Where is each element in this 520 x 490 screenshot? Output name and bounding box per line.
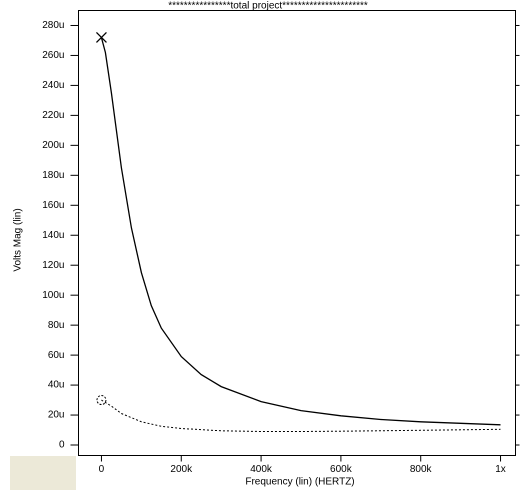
x-tick-label: 0 — [99, 464, 105, 475]
y-tick-label: 280u — [42, 20, 64, 31]
y-tick-label: 40u — [48, 380, 65, 391]
data-line — [101, 399, 501, 432]
chart-title: ****************total project***********… — [168, 1, 368, 12]
marker-circle — [96, 395, 107, 406]
x-tick-label: 600k — [330, 464, 353, 475]
y-tick-label: 20u — [48, 410, 65, 421]
x-tick-label: 400k — [250, 464, 273, 475]
y-tick-label: 220u — [42, 110, 64, 121]
y-tick-label: 200u — [42, 140, 64, 151]
y-tick-label: 180u — [42, 170, 64, 181]
panel-swatch — [10, 456, 76, 490]
y-tick-label: 100u — [42, 290, 64, 301]
y-tick-label: 60u — [48, 350, 65, 361]
y-tick-label: 160u — [42, 200, 64, 211]
x-tick-label: 200k — [170, 464, 193, 475]
x-tick-label: 800k — [410, 464, 433, 475]
y-axis-label: Volts Mag (lin) — [13, 208, 24, 271]
data-line — [100, 37, 501, 426]
y-tick-label: 240u — [42, 80, 64, 91]
x-axis-label: Frequency (lin) (HERTZ) — [245, 477, 354, 488]
y-tick-label: 0 — [59, 440, 65, 451]
y-tick-label: 260u — [42, 50, 64, 61]
y-tick-label: 80u — [48, 320, 65, 331]
x-tick-label: 1x — [495, 464, 506, 475]
y-tick-label: 140u — [42, 230, 64, 241]
plot-frame — [78, 10, 516, 456]
y-tick-label: 120u — [42, 260, 64, 271]
marker-x — [95, 32, 107, 43]
